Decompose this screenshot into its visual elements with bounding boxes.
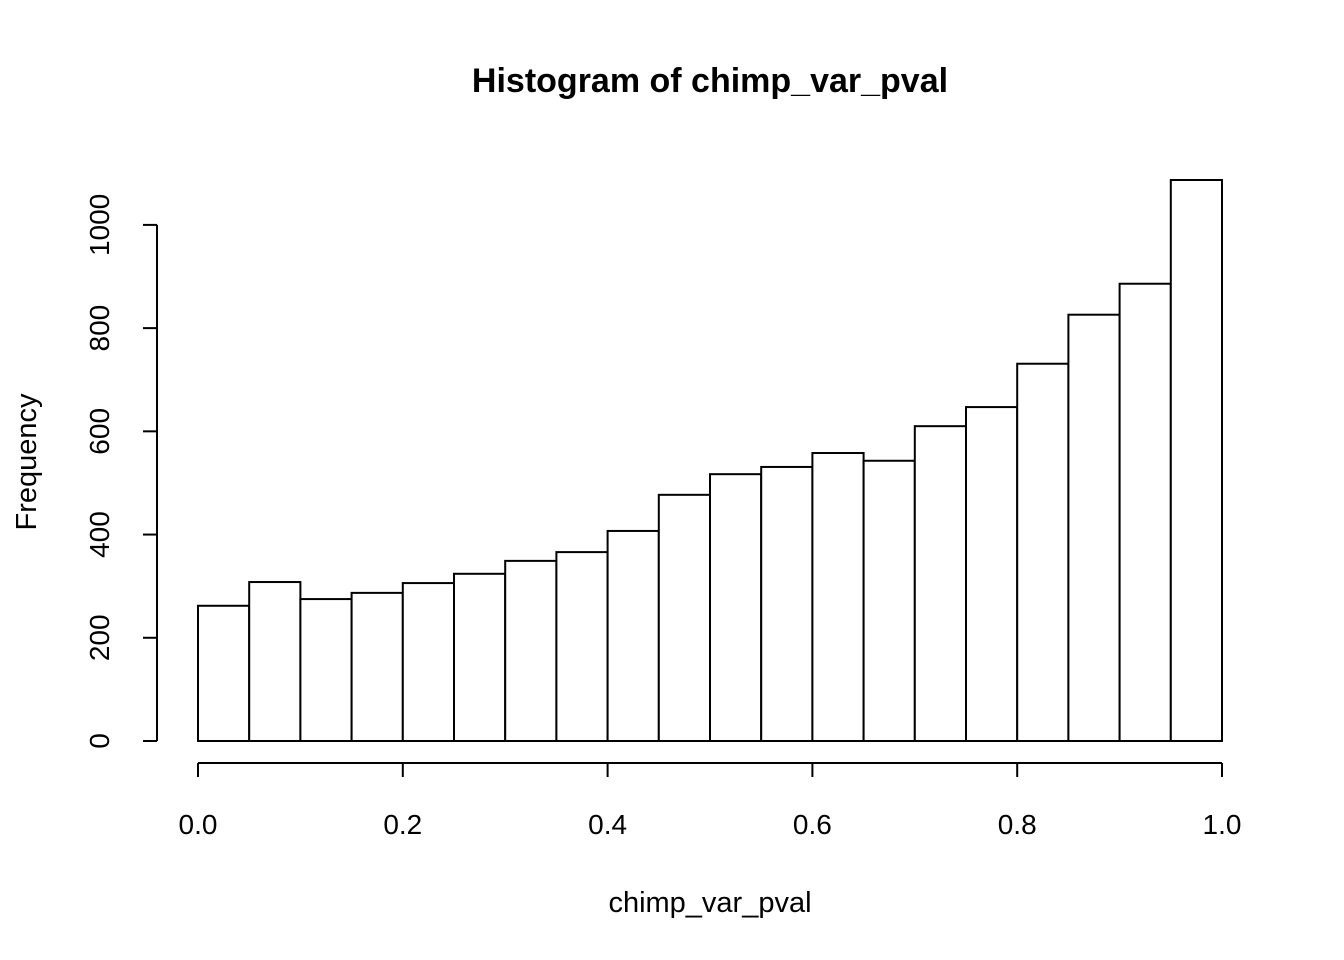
bar [811,452,865,742]
y-tick-label: 400 [84,511,115,558]
y-axis-label: Frequency [11,393,43,531]
y-tick-label: 1000 [84,194,115,256]
x-tick-label: 1.0 [1203,809,1242,840]
y-tick-label: 200 [84,614,115,661]
y-tick-label: 600 [84,408,115,455]
bar [504,559,558,743]
bar [299,598,353,743]
bar [760,465,814,742]
bar [965,406,1019,742]
bar [401,582,455,743]
y-tick-label: 800 [84,305,115,352]
x-axis-label: chimp_var_pval [608,887,811,919]
bar [657,493,711,743]
x-tick-label: 0.2 [383,809,422,840]
bar [913,425,967,742]
bar [555,551,609,743]
x-tick-label: 0.8 [998,809,1037,840]
y-tick-label: 0 [84,733,115,749]
bar [1169,179,1224,742]
bar [709,473,763,742]
x-tick-label: 0.0 [179,809,218,840]
x-tick-label: 0.4 [588,809,627,840]
bar [1118,282,1172,742]
chart-title: Histogram of chimp_var_pval [472,62,948,100]
bar [606,529,660,743]
bar [248,581,302,742]
bar [862,459,916,742]
bar [197,604,251,743]
bar [350,591,404,742]
bar [453,572,507,742]
bar [1067,313,1121,742]
x-tick-label: 0.6 [793,809,832,840]
bar [1016,362,1070,742]
